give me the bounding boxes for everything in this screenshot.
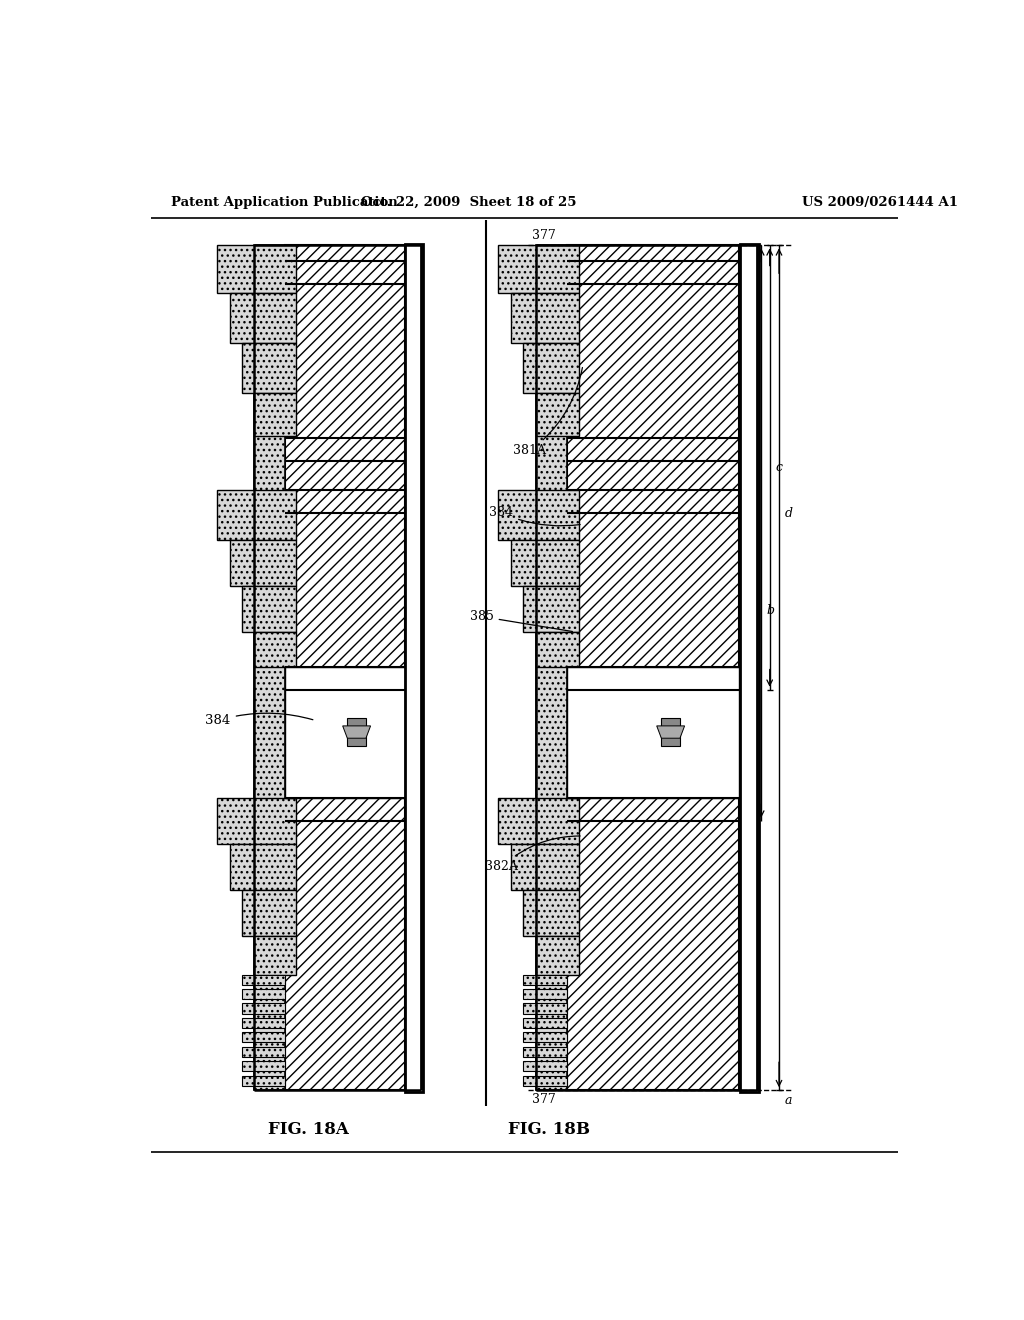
Bar xyxy=(254,632,296,667)
Bar xyxy=(523,1032,567,1043)
Bar xyxy=(567,246,739,1090)
Bar xyxy=(242,1076,285,1086)
Bar xyxy=(242,1018,285,1028)
Bar xyxy=(229,540,296,586)
Bar xyxy=(242,343,296,393)
Bar xyxy=(511,540,579,586)
Bar xyxy=(567,667,739,797)
Bar xyxy=(523,989,567,999)
Bar xyxy=(536,246,567,1090)
Text: c: c xyxy=(775,461,782,474)
Text: 377: 377 xyxy=(531,1093,556,1106)
Bar xyxy=(254,936,296,974)
Bar xyxy=(523,343,579,393)
Bar xyxy=(499,246,579,293)
Text: d: d xyxy=(784,507,793,520)
Bar xyxy=(242,1032,285,1043)
Bar xyxy=(285,667,404,797)
Bar xyxy=(536,393,579,436)
Bar xyxy=(511,293,579,343)
Bar xyxy=(242,1047,285,1057)
Bar xyxy=(741,247,758,1089)
Text: Oct. 22, 2009  Sheet 18 of 25: Oct. 22, 2009 Sheet 18 of 25 xyxy=(361,195,577,209)
Text: FIG. 18B: FIG. 18B xyxy=(508,1121,590,1138)
Bar xyxy=(254,393,296,436)
Bar xyxy=(242,586,296,632)
Bar xyxy=(407,247,421,1089)
Polygon shape xyxy=(656,726,685,738)
Bar xyxy=(242,989,285,999)
Text: 384: 384 xyxy=(206,713,313,727)
Text: FIG. 18A: FIG. 18A xyxy=(267,1121,348,1138)
Bar xyxy=(523,1061,567,1072)
Bar xyxy=(217,797,296,843)
Text: a: a xyxy=(784,1094,792,1107)
Bar xyxy=(523,974,567,985)
Bar xyxy=(242,1061,285,1072)
Bar xyxy=(217,490,296,540)
Bar xyxy=(242,1003,285,1014)
Bar xyxy=(285,246,404,1090)
Text: 381A: 381A xyxy=(513,367,583,458)
Text: 382A: 382A xyxy=(485,836,581,874)
Text: b: b xyxy=(767,603,774,616)
Bar xyxy=(511,843,579,890)
Bar xyxy=(740,244,759,1092)
Polygon shape xyxy=(343,726,371,738)
Bar xyxy=(523,890,579,936)
Bar xyxy=(523,586,579,632)
Text: 377: 377 xyxy=(531,230,556,243)
Bar xyxy=(523,1047,567,1057)
Bar xyxy=(499,490,579,540)
Bar xyxy=(406,244,423,1092)
Text: US 2009/0261444 A1: US 2009/0261444 A1 xyxy=(802,195,958,209)
Bar xyxy=(523,1018,567,1028)
Bar xyxy=(499,797,579,843)
Bar xyxy=(254,246,285,1090)
Bar xyxy=(662,718,680,746)
Bar xyxy=(347,718,366,746)
Bar xyxy=(242,974,285,985)
Bar xyxy=(229,843,296,890)
Text: Patent Application Publication: Patent Application Publication xyxy=(171,195,397,209)
Bar xyxy=(242,890,296,936)
Bar xyxy=(536,936,579,974)
Bar xyxy=(229,293,296,343)
Bar xyxy=(217,246,296,293)
Bar xyxy=(523,1076,567,1086)
Bar xyxy=(536,632,579,667)
Text: 384: 384 xyxy=(489,506,581,525)
Bar xyxy=(523,1003,567,1014)
Text: 385: 385 xyxy=(470,610,572,631)
